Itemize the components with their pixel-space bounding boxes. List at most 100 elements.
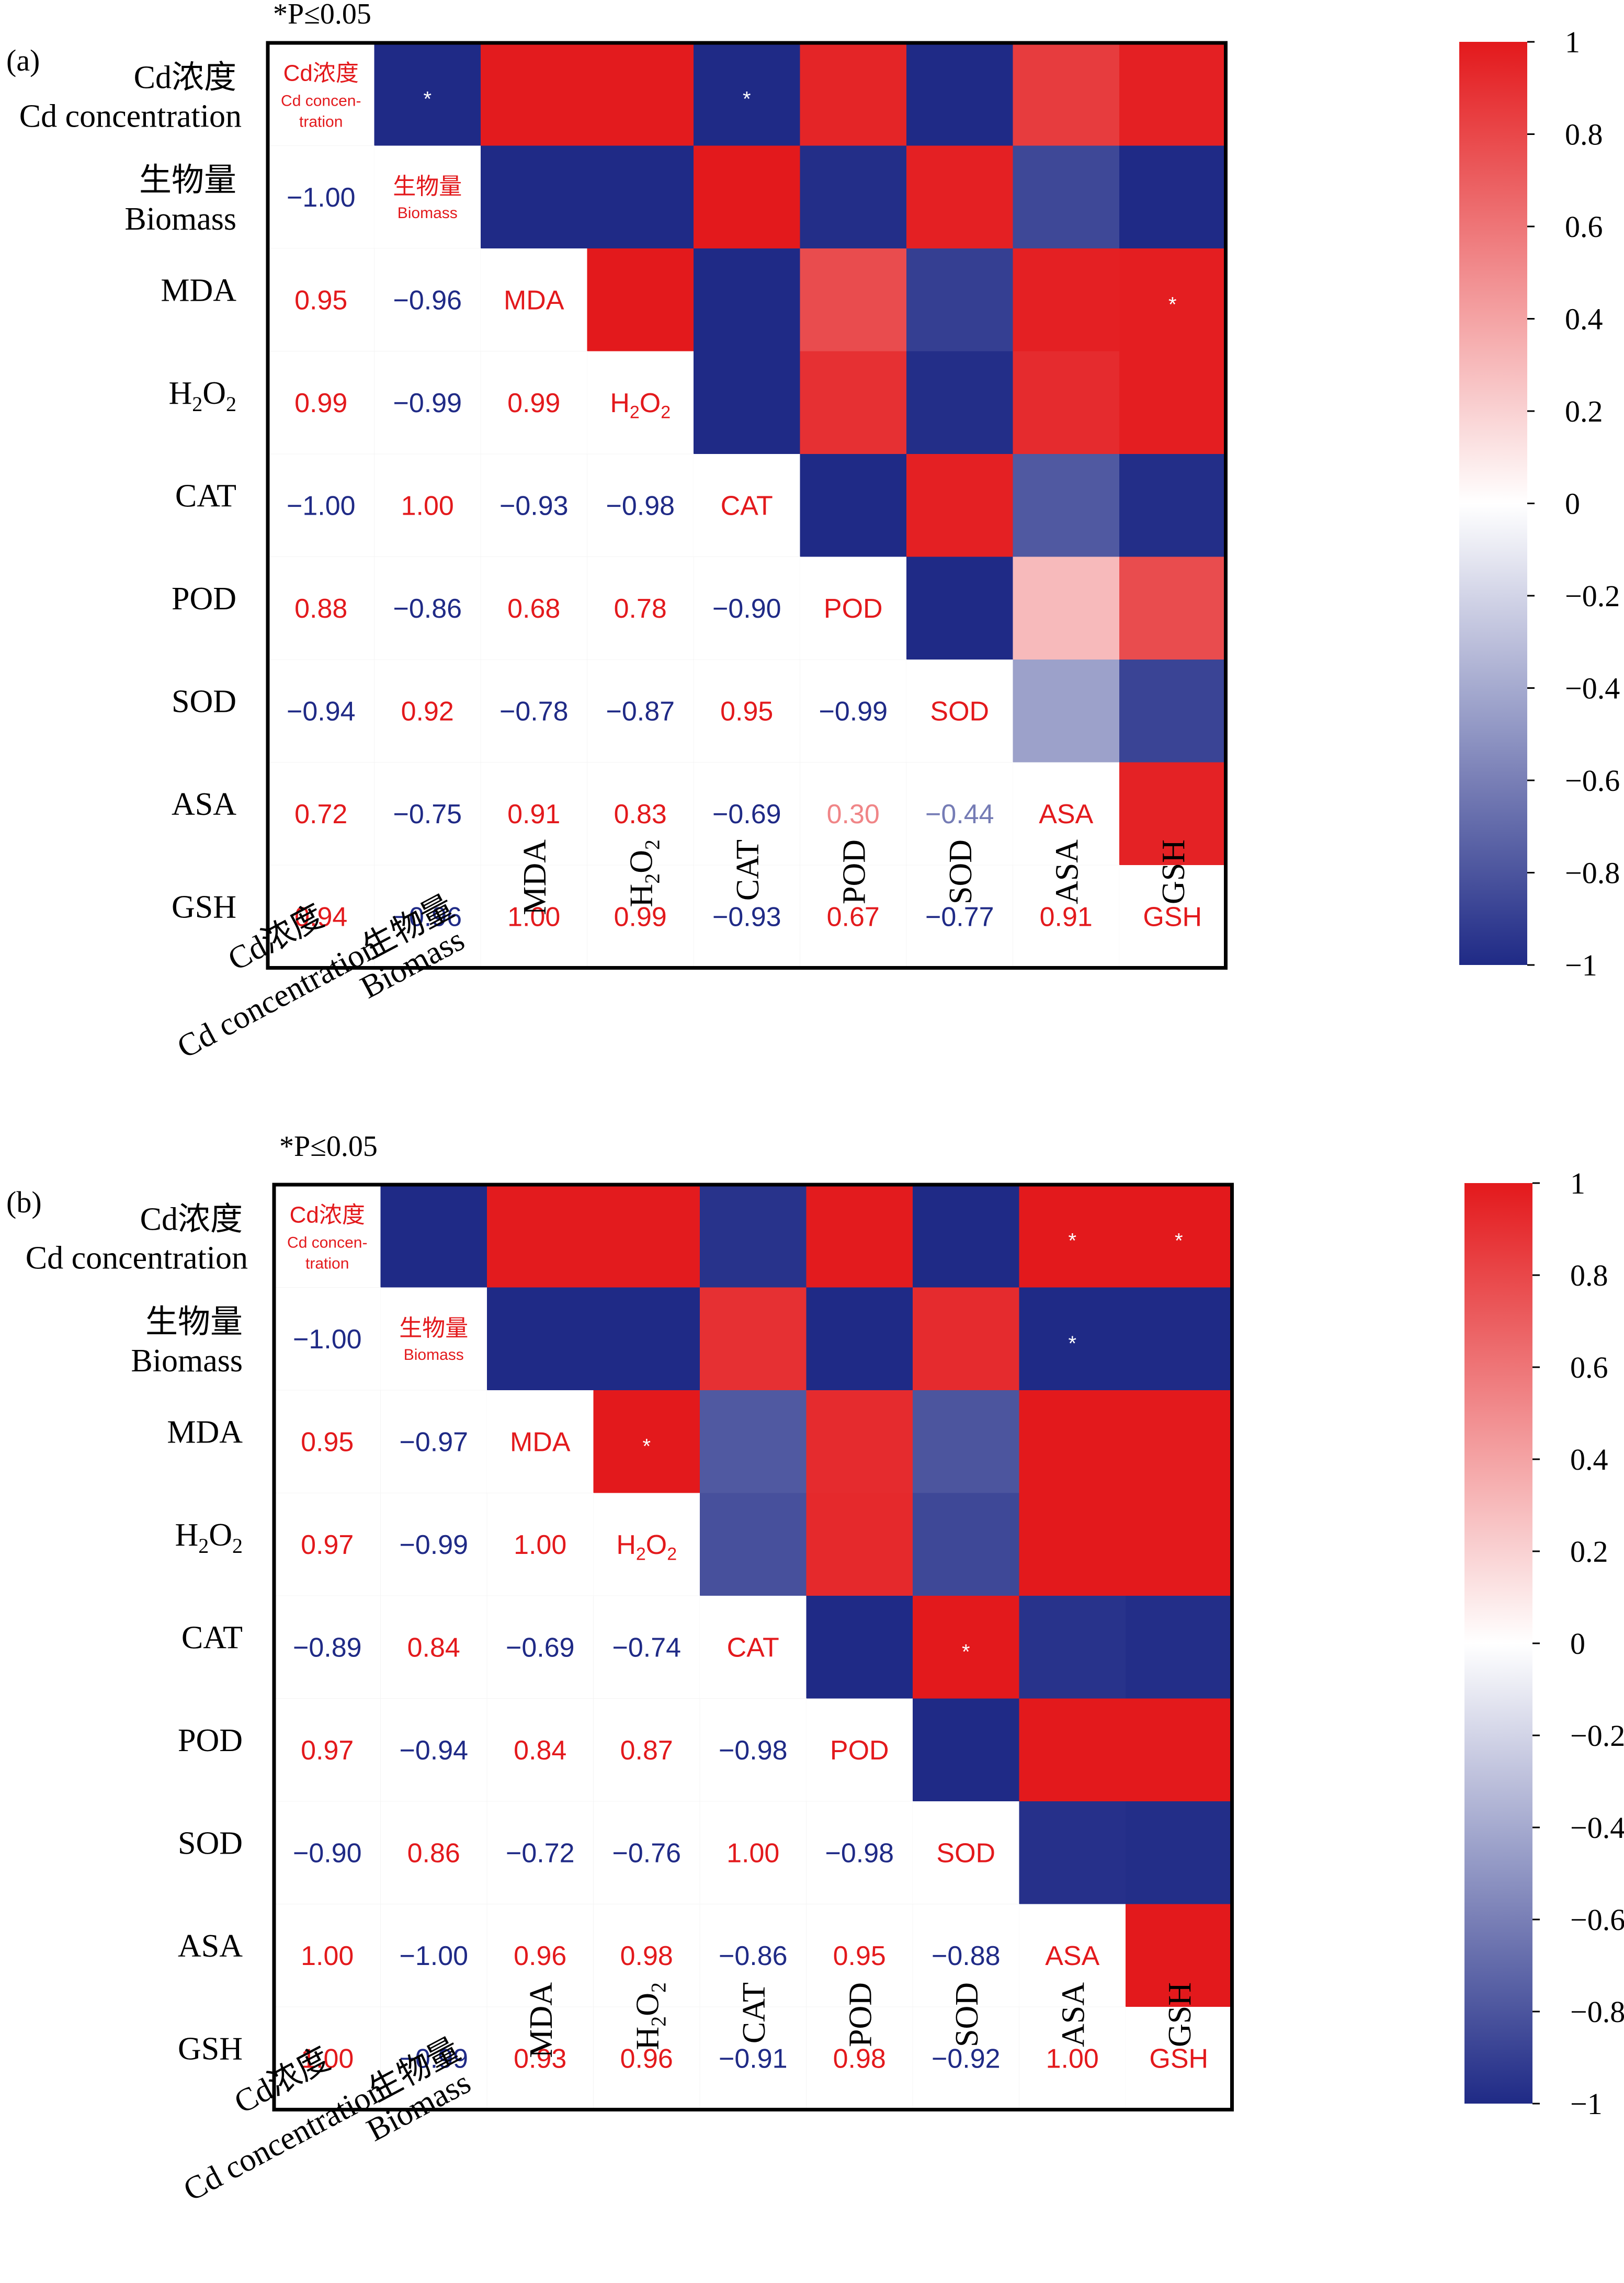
col-label-2: MDA	[524, 1982, 559, 2058]
colorbar-tick-label: −0.4	[1570, 1811, 1624, 1845]
heatmap-cell-0-7	[1013, 43, 1120, 146]
row-label-7: ASA	[172, 787, 236, 822]
value-label-3-0: 0.99	[294, 388, 347, 418]
value-cell-8-7	[1019, 2006, 1126, 2110]
row-label-3: H2O2	[168, 376, 236, 416]
diagonal-cell-0	[268, 43, 374, 146]
value-label-6-0: −0.94	[287, 696, 356, 726]
heatmap-cell-5-6	[906, 556, 1014, 660]
row-label-7: ASA	[178, 1928, 243, 1964]
heatmap-cell-5-8	[1126, 1698, 1233, 1802]
value-cell-7-6	[912, 1904, 1019, 2007]
diagonal-label-7: ASA	[1039, 799, 1093, 830]
heatmap-cell-4-6	[913, 1596, 1020, 1699]
heatmap-cell-7-8	[1119, 762, 1226, 866]
value-cell-4-3	[593, 1595, 700, 1699]
diagonal-cell-4	[700, 1596, 807, 1699]
row-label-8: GSH	[178, 2031, 243, 2066]
heatmap-cell-1-8	[1126, 1287, 1233, 1391]
colorbar-tick-label: 0	[1570, 1627, 1585, 1661]
heatmap-cell-2-7	[1013, 248, 1120, 352]
value-cell-2-1	[380, 1390, 487, 1493]
value-cell-6-4	[693, 659, 800, 763]
diagonal-label-5: POD	[830, 1735, 889, 1766]
value-label-5-3: 0.78	[614, 594, 667, 624]
heatmap-cell-4-5	[800, 454, 907, 558]
value-label-4-3: −0.98	[606, 491, 675, 521]
value-cell-5-4	[699, 1698, 807, 1802]
significance-star: *	[1068, 1332, 1076, 1355]
heatmap-cell-0-6	[906, 43, 1014, 146]
row-label-6: SOD	[178, 1825, 243, 1861]
value-cell-7-1	[380, 1904, 487, 2007]
diagonal-cell-2	[487, 1390, 594, 1493]
colorbar	[1464, 1183, 1532, 2104]
heatmap-cell-2-6	[906, 248, 1014, 352]
row-label-4: CAT	[181, 1620, 243, 1655]
value-cell-6-3	[593, 1801, 700, 1904]
diagonal-label-3: H2O2	[610, 388, 671, 423]
value-label-6-4: 1.00	[726, 1838, 779, 1868]
value-cell-5-2	[480, 556, 587, 660]
heatmap-cell-4-8	[1119, 454, 1226, 558]
value-label-5-2: 0.68	[507, 594, 560, 624]
value-label-3-2: 0.99	[507, 388, 560, 418]
significance-note: *P≤0.05	[279, 1130, 378, 1163]
value-label-8-1: −0.96	[393, 902, 462, 932]
value-label-5-4: −0.90	[712, 594, 781, 624]
value-cell-5-0	[267, 556, 374, 660]
heatmap-cell-1-7	[1019, 1287, 1126, 1391]
value-label-5-1: −0.86	[393, 594, 462, 624]
row-sublabel-1: Biomass	[124, 201, 236, 237]
value-cell-6-1	[380, 1801, 487, 1904]
heatmap-cell-3-8	[1126, 1493, 1233, 1596]
value-label-7-0: 1.00	[301, 1941, 354, 1971]
value-cell-5-2	[486, 1698, 594, 1802]
value-label-3-1: −0.99	[399, 1530, 468, 1560]
value-label-8-3: 0.96	[620, 2043, 673, 2074]
value-cell-8-4	[699, 2006, 807, 2110]
colorbar-tick-label: 0.4	[1570, 1443, 1608, 1476]
value-cell-5-3	[587, 556, 694, 660]
value-label-5-0: 0.97	[301, 1735, 354, 1766]
heatmap-cell-6-7	[1019, 1801, 1126, 1905]
value-label-3-2: 1.00	[514, 1530, 566, 1560]
col-label-3: H2O2	[630, 1982, 670, 2050]
value-label-8-7: 0.91	[1040, 902, 1093, 932]
diagonal-cell-1	[380, 1287, 487, 1390]
value-label-5-4: −0.98	[719, 1735, 788, 1766]
heatmap-cell-2-5	[806, 1390, 913, 1494]
value-label-7-4: −0.69	[712, 799, 781, 830]
diagonal-label-0: Cd浓度	[290, 1202, 365, 1228]
diagonal-label-1: 生物量	[399, 1315, 468, 1341]
value-label-8-7: 1.00	[1046, 2043, 1099, 2074]
diagonal-label-6: SOD	[930, 696, 989, 726]
value-label-4-2: −0.93	[499, 491, 569, 521]
diagonal-label-1: 生物量	[393, 174, 462, 199]
heatmap-cell-1-8	[1119, 145, 1226, 249]
diagonal-label-2: MDA	[504, 285, 564, 315]
colorbar-tick-label: −0.2	[1570, 1719, 1624, 1753]
panel-label: (b)	[6, 1185, 42, 1219]
heatmap-cell-5-6	[913, 1698, 1020, 1802]
row-label-1: 生物量	[145, 1304, 243, 1340]
col-label-3: H2O2	[623, 839, 664, 907]
heatmap-cell-5-7	[1013, 556, 1120, 660]
heatmap-cell-0-2	[481, 43, 588, 146]
heatmap-cell-5-8	[1119, 556, 1226, 660]
heatmap-frame	[272, 1183, 1234, 2111]
value-cell-7-1	[374, 762, 481, 866]
value-cell-7-4	[693, 762, 800, 866]
value-label-3-1: −0.99	[393, 388, 462, 418]
heatmap-cell-0-4	[700, 1185, 807, 1288]
value-label-6-1: 0.86	[407, 1838, 460, 1868]
significance-star: *	[962, 1640, 970, 1663]
colorbar-tick-label: −0.2	[1565, 579, 1620, 613]
significance-star: *	[423, 87, 431, 110]
heatmap-cell-1-5	[800, 145, 907, 249]
diagonal-cell-6	[913, 1801, 1019, 1904]
heatmap-cell-5-7	[1019, 1698, 1126, 1802]
heatmap-cell-6-8	[1119, 660, 1226, 763]
heatmap-cell-0-7	[1019, 1185, 1126, 1288]
heatmap-cell-2-5	[800, 248, 907, 352]
